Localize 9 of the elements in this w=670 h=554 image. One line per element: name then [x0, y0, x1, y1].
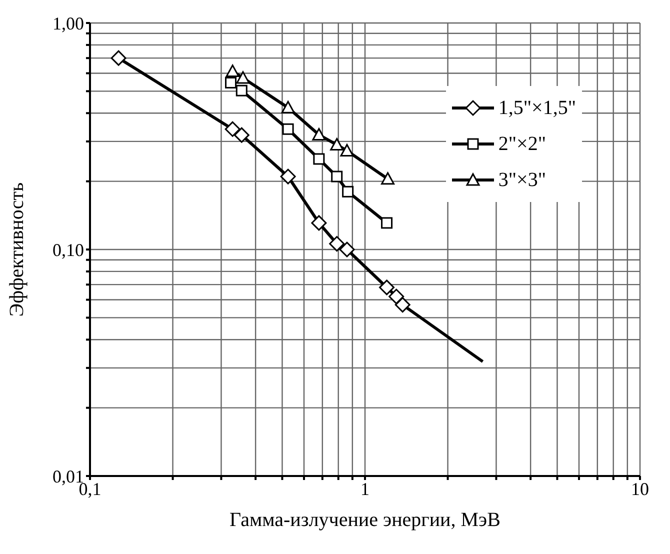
legend-label: 2"×2" — [498, 132, 546, 156]
x-tick-label: 1 — [360, 478, 370, 499]
legend-label: 1,5"×1,5" — [498, 96, 576, 120]
legend-label: 3"×3" — [498, 168, 546, 192]
x-axis-title: Гамма-излучение энергии, МэВ — [230, 509, 500, 531]
y-tick-label: 1,00 — [52, 13, 84, 34]
x-tick-label: 10 — [631, 478, 649, 499]
y-axis-title: Эффективность — [6, 182, 28, 317]
y-tick-label: 0,10 — [52, 240, 84, 260]
